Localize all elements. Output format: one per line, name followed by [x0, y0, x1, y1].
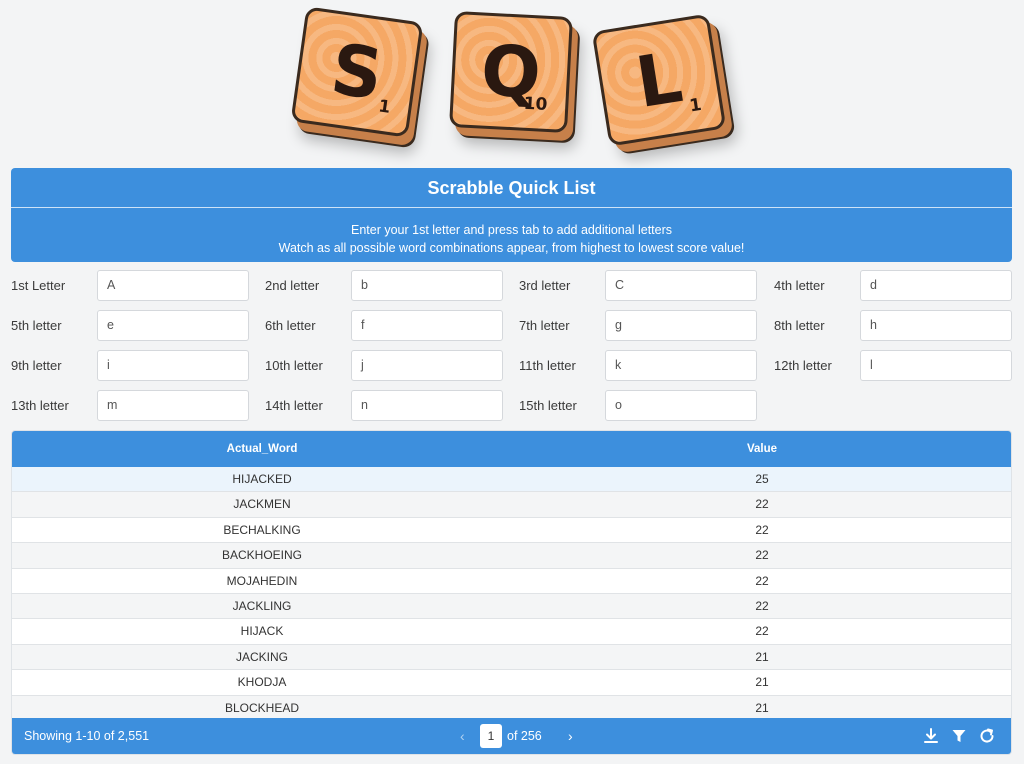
- column-header-word[interactable]: Actual_Word: [226, 443, 298, 455]
- results-table: Actual_Word Value HIJACKED 25 JACKMEN 22…: [11, 430, 1012, 755]
- letter-input-3[interactable]: C: [605, 270, 757, 301]
- letter-input-14[interactable]: n: [351, 390, 503, 421]
- page-total: of 256: [507, 729, 542, 743]
- table-row[interactable]: HIJACKED 25: [12, 467, 1011, 493]
- cell-word: BACKHOEING: [221, 548, 302, 563]
- table-row[interactable]: JACKING 21: [12, 644, 1011, 671]
- letter-row: 13th letter m 14th letter n 15th letter …: [0, 390, 1024, 422]
- letter-input-5[interactable]: e: [97, 310, 249, 341]
- letter-label: 6th letter: [265, 318, 316, 333]
- letter-input-1[interactable]: A: [97, 270, 249, 301]
- letter-input-7[interactable]: g: [605, 310, 757, 341]
- page-number-input[interactable]: 1: [480, 724, 502, 748]
- letter-label: 10th letter: [265, 358, 323, 373]
- cell-value: 22: [755, 624, 769, 639]
- cell-word: MOJAHEDIN: [226, 573, 298, 588]
- cell-value: 21: [755, 675, 769, 690]
- letter-label: 2nd letter: [265, 278, 320, 293]
- download-icon[interactable]: [922, 727, 940, 745]
- logo-tile-q: Q 10: [449, 10, 573, 134]
- letter-label: 1st Letter: [11, 278, 66, 293]
- prev-page-button[interactable]: ‹: [460, 728, 465, 744]
- cell-value: 25: [755, 472, 769, 486]
- letter-label: 4th letter: [774, 278, 825, 293]
- letter-input-6[interactable]: f: [351, 310, 503, 341]
- letter-label: 13th letter: [11, 398, 69, 413]
- showing-count: Showing 1-10 of 2,551: [24, 729, 150, 743]
- table-row[interactable]: JACKMEN 22: [12, 492, 1011, 518]
- cell-value: 22: [755, 548, 769, 563]
- letter-label: 14th letter: [265, 398, 323, 413]
- cell-word: HIJACKED: [232, 472, 292, 486]
- instruction-line-2: Watch as all possible word combinations …: [278, 241, 745, 255]
- sql-logo: S 1 Q 10 L 1: [0, 0, 1024, 165]
- letter-row: 1st Letter A 2nd letter b 3rd letter C 4…: [0, 270, 1024, 302]
- letter-input-15[interactable]: o: [605, 390, 757, 421]
- letter-input-8[interactable]: h: [860, 310, 1012, 341]
- cell-word: KHODJA: [237, 675, 287, 690]
- letter-row: 9th letter i 10th letter j 11th letter k…: [0, 350, 1024, 382]
- filter-icon[interactable]: [950, 727, 968, 745]
- logo-tile-l: L 1: [591, 13, 727, 147]
- letter-input-9[interactable]: i: [97, 350, 249, 381]
- cell-word: BECHALKING: [223, 522, 301, 537]
- header-panel: Scrabble Quick List Enter your 1st lette…: [11, 168, 1012, 262]
- cell-word: JACKING: [235, 649, 288, 664]
- letter-input-11[interactable]: k: [605, 350, 757, 381]
- letter-input-2[interactable]: b: [351, 270, 503, 301]
- tile-letter: S: [326, 27, 388, 117]
- table-header: Actual_Word Value: [12, 431, 1011, 467]
- instruction-line-1: Enter your 1st letter and press tab to a…: [350, 223, 673, 237]
- table-row[interactable]: JACKLING 22: [12, 593, 1011, 620]
- letter-input-4[interactable]: d: [860, 270, 1012, 301]
- letter-label: 12th letter: [774, 358, 832, 373]
- table-row[interactable]: BACKHOEING 22: [12, 543, 1011, 569]
- letter-input-12[interactable]: l: [860, 350, 1012, 381]
- tile-score: 10: [523, 93, 548, 115]
- letter-label: 7th letter: [519, 318, 570, 333]
- letter-input-10[interactable]: j: [351, 350, 503, 381]
- table-row[interactable]: MOJAHEDIN 22: [12, 569, 1011, 594]
- next-page-button[interactable]: ›: [568, 728, 573, 744]
- column-header-value[interactable]: Value: [746, 443, 778, 455]
- cell-word: JACKMEN: [233, 497, 291, 512]
- cell-value: 21: [755, 649, 769, 664]
- table-row[interactable]: BECHALKING 22: [12, 518, 1011, 544]
- refresh-icon[interactable]: [978, 727, 996, 745]
- letter-row: 5th letter e 6th letter f 7th letter g 8…: [0, 310, 1024, 342]
- cell-value: 22: [755, 522, 769, 537]
- letter-label: 5th letter: [11, 318, 62, 333]
- tile-letter: Q: [479, 29, 543, 115]
- letter-label: 9th letter: [11, 358, 62, 373]
- cell-value: 21: [755, 700, 769, 715]
- letter-label: 11th letter: [519, 358, 576, 373]
- table-footer: Showing 1-10 of 2,551 ‹ 1 of 256 ›: [12, 718, 1011, 754]
- cell-word: BLOCKHEAD: [224, 700, 300, 715]
- cell-value: 22: [755, 497, 769, 512]
- cell-word: HIJACK: [240, 624, 284, 639]
- table-row[interactable]: HIJACK 22: [12, 619, 1011, 645]
- letter-input-13[interactable]: m: [97, 390, 249, 421]
- page-title: Scrabble Quick List: [11, 168, 1012, 208]
- cell-value: 22: [755, 598, 769, 613]
- table-row[interactable]: KHODJA 21: [12, 670, 1011, 696]
- logo-tile-s: S 1: [290, 6, 424, 138]
- cell-value: 22: [755, 573, 769, 588]
- letter-label: 3rd letter: [519, 278, 571, 293]
- letter-label: 15th letter: [519, 398, 577, 413]
- letter-label: 8th letter: [774, 318, 825, 333]
- instructions: Enter your 1st letter and press tab to a…: [11, 208, 1012, 257]
- cell-word: JACKLING: [232, 598, 292, 613]
